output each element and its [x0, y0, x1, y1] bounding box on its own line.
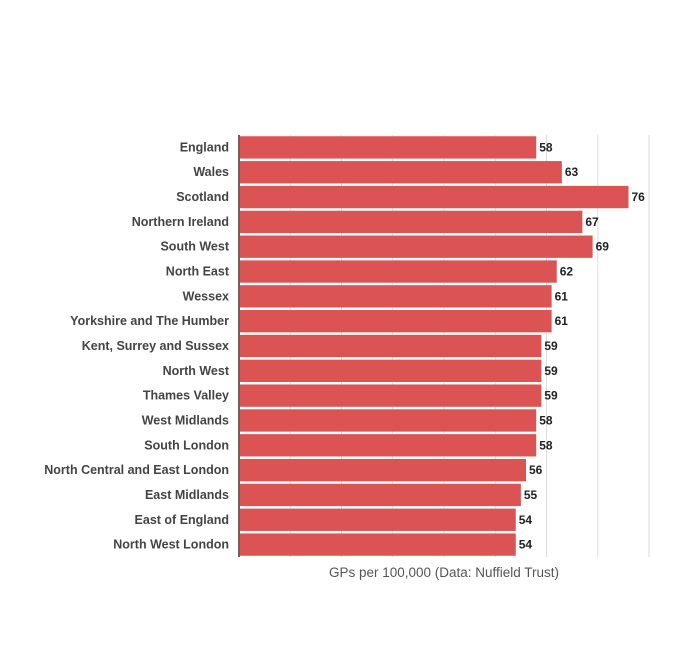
category-label: North West — [163, 364, 230, 378]
category-label: Wales — [193, 165, 229, 179]
bar — [240, 310, 552, 333]
value-label: 59 — [544, 364, 558, 378]
bar — [240, 260, 557, 283]
value-label: 62 — [560, 265, 574, 279]
category-label: South West — [160, 240, 229, 254]
value-label: 76 — [632, 190, 646, 204]
category-label: North Central and East London — [44, 463, 229, 477]
bar — [240, 533, 516, 556]
value-label: 63 — [565, 165, 579, 179]
bar — [240, 384, 542, 407]
x-axis-title: GPs per 100,000 (Data: Nuffield Trust) — [329, 565, 559, 580]
category-label: Thames Valley — [143, 389, 229, 403]
value-label: 58 — [539, 140, 553, 154]
bars — [240, 136, 629, 556]
bar — [240, 185, 629, 209]
value-label: 54 — [519, 513, 533, 527]
value-label: 55 — [524, 488, 538, 502]
bar — [240, 235, 593, 258]
category-label: England — [180, 140, 229, 154]
value-label: 61 — [555, 289, 569, 303]
value-label: 69 — [596, 240, 610, 254]
value-label: 58 — [539, 438, 553, 452]
bar — [240, 359, 542, 382]
value-label: 58 — [539, 413, 553, 427]
category-label: West Midlands — [142, 413, 229, 427]
category-label: Yorkshire and The Humber — [70, 314, 229, 328]
value-label: 61 — [555, 314, 569, 328]
value-label: 59 — [544, 389, 558, 403]
category-label: Scotland — [176, 190, 229, 204]
value-labels: 58 63 76 67 69 62 61 61 59 59 59 58 58 56 55 54 54 — [519, 140, 645, 551]
bar — [240, 161, 562, 184]
category-label: Northern Ireland — [132, 215, 229, 229]
category-label: East of England — [135, 513, 229, 527]
bar — [240, 434, 537, 457]
bar — [240, 508, 516, 531]
value-label: 56 — [529, 463, 543, 477]
bar — [240, 334, 542, 358]
bar — [240, 136, 537, 159]
bar — [240, 285, 552, 308]
value-label: 54 — [519, 538, 533, 552]
value-label: 59 — [544, 339, 558, 353]
bar — [240, 210, 583, 234]
bar — [240, 409, 537, 432]
category-label: Kent, Surrey and Sussex — [82, 339, 229, 353]
category-label: Wessex — [183, 289, 229, 303]
category-label: North West London — [113, 538, 229, 552]
category-label: East Midlands — [145, 488, 229, 502]
value-label: 67 — [585, 215, 599, 229]
category-labels: England Wales Scotland Northern Ireland Sout… — [44, 140, 230, 551]
bar — [240, 483, 521, 507]
category-label: North East — [166, 265, 230, 279]
bar — [240, 458, 526, 482]
category-label: South London — [144, 438, 229, 452]
